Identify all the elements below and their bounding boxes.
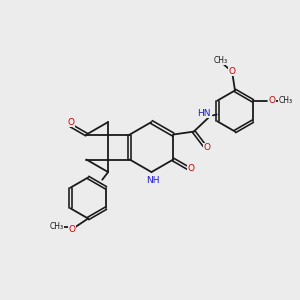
- Text: O: O: [204, 143, 211, 152]
- Text: O: O: [229, 67, 236, 76]
- Text: CH₃: CH₃: [279, 96, 293, 105]
- Text: CH₃: CH₃: [50, 222, 64, 231]
- Text: HN: HN: [197, 109, 211, 118]
- Text: O: O: [67, 118, 74, 127]
- Text: O: O: [68, 225, 75, 234]
- Text: O: O: [188, 164, 194, 173]
- Text: CH₃: CH₃: [214, 56, 228, 64]
- Text: O: O: [268, 96, 275, 105]
- Text: NH: NH: [146, 176, 160, 185]
